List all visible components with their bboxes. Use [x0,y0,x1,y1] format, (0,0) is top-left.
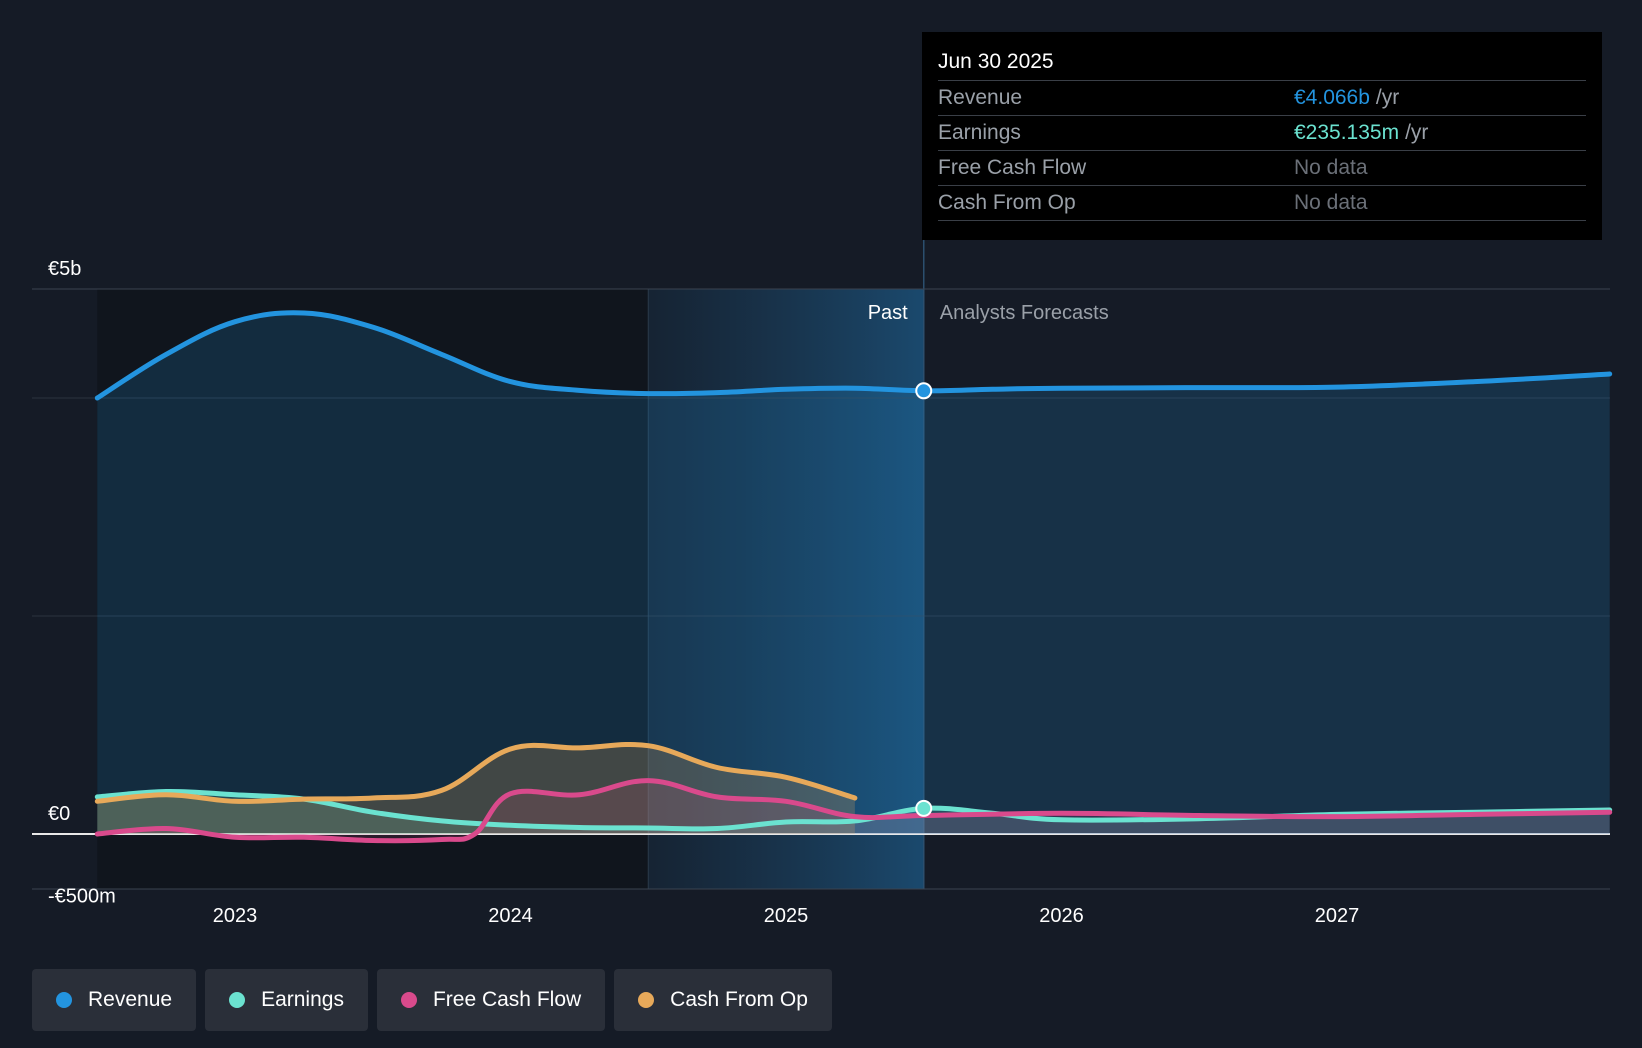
free-cash-flow-line [94,778,1613,844]
tooltip-date: Jun 30 2025 [938,46,1586,81]
y-tick-label: -€500m [48,886,116,908]
cash-from-op-dot-icon [638,992,655,1008]
tooltip-label: Revenue [938,86,1023,109]
tooltip-unit: /yr [1375,86,1400,109]
forecast-label: Analysts Forecasts [940,302,1109,324]
tooltip-unit: /yr [1405,121,1429,144]
legend-label: Earnings [261,988,344,1011]
earnings-dot-icon [229,992,246,1008]
tooltip-value: No data [1294,156,1368,179]
x-tick-label: 2024 [488,905,533,927]
tooltip: Jun 30 2025 Revenue €4.066b/yr Earnings … [922,32,1602,240]
past-label: Past [868,302,908,324]
cash-from-op-line [94,741,858,804]
revenue-highlight-point [915,382,933,400]
free-cash-flow-area [97,780,1610,841]
revenue-dot-icon [56,992,72,1008]
earnings-area [97,791,1610,834]
tooltip-label: Cash From Op [938,191,1076,214]
legend-label: Cash From Op [670,988,808,1011]
x-tick-label: 2026 [1039,905,1084,927]
legend: Revenue Earnings Free Cash Flow Cash Fro… [32,969,832,1031]
revenue-area [97,312,1610,834]
tooltip-value: No data [1294,191,1368,214]
revenue-line [94,310,1613,401]
legend-item-earnings[interactable]: Earnings [205,969,368,1031]
tooltip-label: Free Cash Flow [938,156,1087,179]
y-tick-label: €5b [48,258,81,280]
tooltip-row-cash-from-op: Cash From Op No data [938,186,1586,221]
cash-from-op-area [97,744,855,834]
legend-item-free-cash-flow[interactable]: Free Cash Flow [376,969,606,1031]
legend-item-revenue[interactable]: Revenue [32,969,197,1031]
y-tick-label: €0 [48,803,70,825]
tooltip-row-earnings: Earnings €235.135m/yr [938,116,1586,151]
legend-item-cash-from-op[interactable]: Cash From Op [614,969,832,1031]
legend-label: Revenue [88,988,173,1011]
tooltip-value: €4.066b [1294,86,1370,109]
free-cash-flow-dot-icon [400,992,417,1008]
tooltip-value: €235.135m [1294,121,1400,144]
legend-label: Free Cash Flow [432,988,582,1011]
x-tick-label: 2023 [213,905,258,927]
x-tick-label: 2025 [764,905,809,927]
x-tick-label: 2027 [1315,905,1360,927]
earnings-highlight-point [915,799,933,817]
tooltip-label: Earnings [938,121,1021,144]
tooltip-row-free-cash-flow: Free Cash Flow No data [938,151,1586,186]
tooltip-row-revenue: Revenue €4.066b/yr [938,81,1586,116]
financial-chart: €5b €0 -€500m 2023 2024 2025 2026 2027 Past Analy… [32,240,1613,927]
